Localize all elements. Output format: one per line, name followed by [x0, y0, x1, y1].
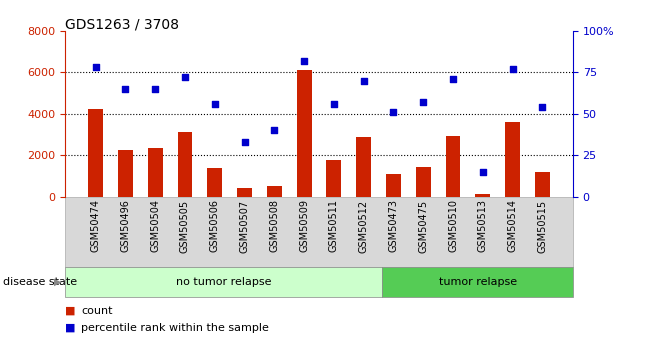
Text: tumor relapse: tumor relapse — [439, 277, 517, 287]
Text: GDS1263 / 3708: GDS1263 / 3708 — [65, 17, 179, 31]
Point — [329, 101, 339, 107]
Bar — [416, 167, 431, 197]
Point — [90, 65, 101, 70]
Bar — [386, 174, 401, 197]
Text: count: count — [81, 306, 113, 315]
Text: disease state: disease state — [3, 277, 77, 287]
Bar — [356, 137, 371, 197]
Bar — [475, 194, 490, 197]
Text: ■: ■ — [65, 323, 76, 333]
Point — [299, 58, 309, 63]
Point — [418, 99, 428, 105]
Point — [180, 75, 190, 80]
Bar — [297, 70, 312, 197]
Bar — [178, 132, 193, 197]
Bar — [148, 148, 163, 197]
Text: no tumor relapse: no tumor relapse — [176, 277, 271, 287]
Text: ■: ■ — [65, 306, 76, 315]
Point — [448, 76, 458, 82]
Bar — [267, 186, 282, 197]
Point — [120, 86, 131, 92]
Point — [537, 105, 547, 110]
Point — [240, 139, 250, 145]
Text: percentile rank within the sample: percentile rank within the sample — [81, 323, 270, 333]
Text: ▶: ▶ — [54, 277, 62, 287]
Bar — [118, 150, 133, 197]
Bar — [88, 109, 103, 197]
Point — [150, 86, 160, 92]
Bar — [445, 136, 460, 197]
Point — [478, 169, 488, 175]
Bar — [535, 172, 550, 197]
Bar — [237, 188, 252, 197]
Bar — [207, 168, 222, 197]
Bar — [505, 122, 520, 197]
Point — [388, 109, 398, 115]
Point — [507, 66, 518, 72]
Bar — [326, 160, 341, 197]
Point — [269, 128, 279, 133]
Point — [359, 78, 369, 83]
Point — [210, 101, 220, 107]
